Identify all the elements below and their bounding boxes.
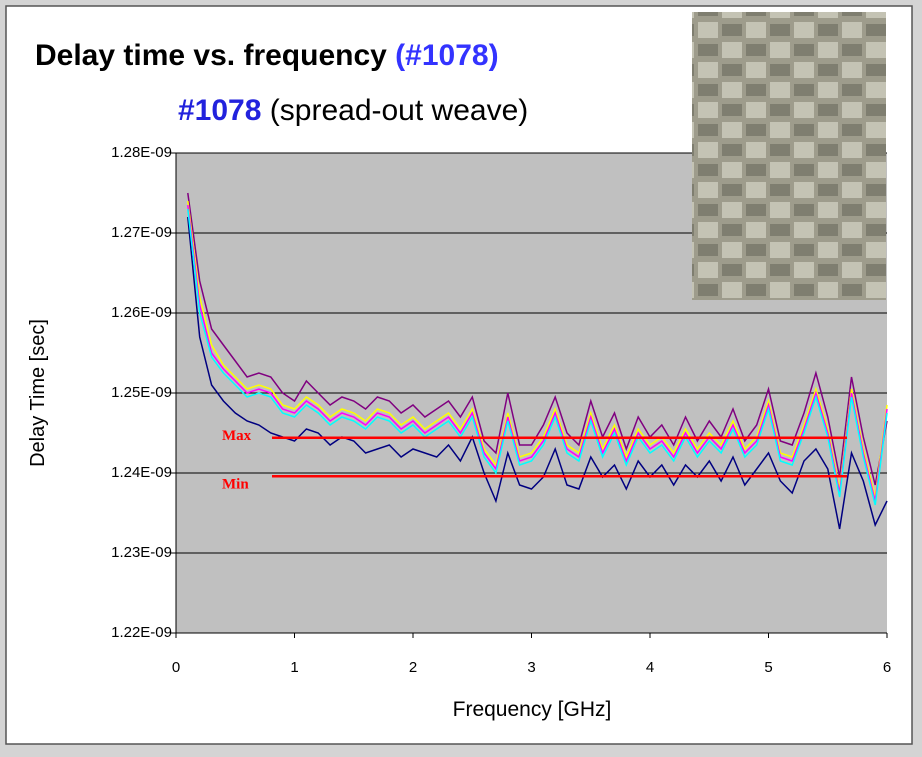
subtitle-highlight: #1078 <box>178 94 261 127</box>
x-tick-label: 5 <box>764 659 772 676</box>
series-line <box>187 192 888 486</box>
title-highlight: (#1078) <box>395 39 498 72</box>
x-tick-label: 4 <box>646 659 654 676</box>
y-tick-label: 1.22E-09 <box>111 624 172 641</box>
x-tick-label: 3 <box>527 659 535 676</box>
x-tick-label: 0 <box>172 659 180 676</box>
subtitle-text: (spread-out weave) <box>270 94 528 127</box>
plot: 1.22E-09 1.23E-09 1.24E-09 1.25E-09 1.26E-09… <box>111 144 891 676</box>
x-tick-label: 1 <box>290 659 298 676</box>
x-axis-label: Frequency [GHz] <box>453 698 612 721</box>
series-line <box>187 208 888 506</box>
y-axis-label: Delay Time [sec] <box>27 319 49 467</box>
x-tick-label: 2 <box>409 659 417 676</box>
subtitle: #1078 (spread-out weave) <box>178 94 528 127</box>
x-tick-label: 6 <box>883 659 891 676</box>
y-tick-label: 1.28E-09 <box>111 144 172 161</box>
y-tick-label: 1.24E-09 <box>111 464 172 481</box>
series-line <box>187 204 888 502</box>
y-tick-label: 1.23E-09 <box>111 544 172 561</box>
fabric-photo <box>692 12 886 300</box>
annotation-label: Max <box>222 428 252 444</box>
series-line <box>187 216 888 530</box>
title-text: Delay time vs. frequency <box>35 39 387 72</box>
annotation-label: Min <box>222 477 249 493</box>
y-tick-label: 1.26E-09 <box>111 304 172 321</box>
series-line <box>187 200 888 498</box>
chart-title: Delay time vs. frequency (#1078) <box>35 39 499 72</box>
y-tick-label: 1.27E-09 <box>111 224 172 241</box>
y-tick-label: 1.25E-09 <box>111 384 172 401</box>
